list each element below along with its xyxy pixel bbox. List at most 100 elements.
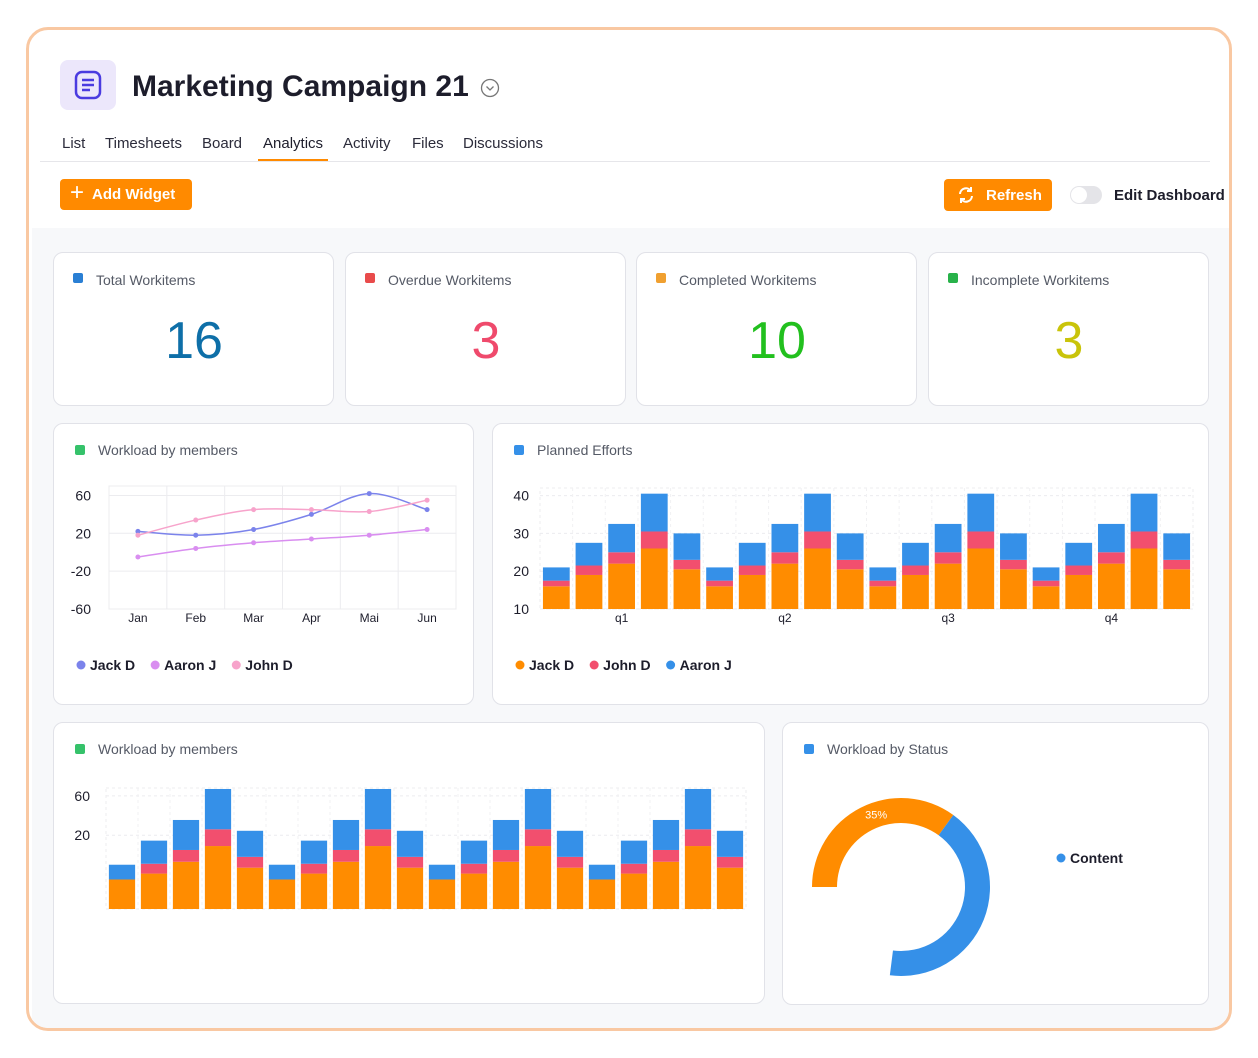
title-dropdown[interactable]: [480, 78, 500, 98]
bar-segment: [140, 863, 168, 874]
bar-segment: [542, 580, 570, 587]
tab[interactable]: Discussions: [463, 135, 544, 152]
bar-segment: [364, 829, 392, 847]
bar-segment: [738, 565, 766, 575]
bar-segment: [172, 849, 200, 862]
bar-segment: [492, 861, 520, 909]
bar-segment: [542, 586, 570, 609]
bar-segment: [460, 863, 488, 874]
legend-label: Content: [1070, 850, 1123, 866]
bar-segment: [1065, 565, 1093, 575]
bar-segment: [396, 856, 424, 868]
stat-value: 10: [748, 312, 806, 370]
tab[interactable]: Timesheets: [105, 135, 182, 152]
y-tick-label: 40: [513, 488, 529, 504]
add-widget-button[interactable]: + Add Widget: [60, 179, 192, 210]
stat-value: 16: [165, 312, 223, 370]
bar-segment: [1097, 563, 1125, 609]
legend-label: John D: [603, 657, 650, 673]
x-tick-label: Mai: [360, 611, 379, 625]
stat-label: Completed Workitems: [679, 272, 817, 288]
bar-segment: [236, 867, 264, 909]
stat-label: Total Workitems: [96, 272, 196, 288]
bar-segment: [620, 840, 648, 864]
bar-segment: [588, 879, 616, 909]
tab[interactable]: Activity: [343, 135, 391, 152]
bar-segment: [204, 846, 232, 909]
bar-segment: [738, 542, 766, 566]
bar-segment: [300, 873, 328, 909]
line-point: [424, 527, 430, 533]
widget-title: Workload by members: [98, 442, 238, 458]
bar-segment: [608, 523, 636, 553]
widget-title: Workload by members: [98, 741, 238, 757]
x-tick-label: Jun: [417, 611, 436, 625]
stat-label: Incomplete Workitems: [971, 272, 1110, 288]
bar-segment: [140, 840, 168, 864]
x-tick-label: Mar: [243, 611, 264, 625]
bar-segment: [332, 849, 360, 862]
y-tick-label: -60: [71, 601, 91, 617]
bar-segment: [620, 873, 648, 909]
line-point: [308, 507, 314, 513]
bar-segment: [1032, 580, 1060, 587]
bar-segment: [652, 819, 680, 850]
active-tab-underline: [258, 159, 328, 161]
line-point: [308, 536, 314, 542]
bar-segment: [1065, 542, 1093, 566]
stat-icon: [656, 273, 666, 283]
bar-segment: [716, 856, 744, 868]
bar-segment: [172, 819, 200, 850]
line-point: [193, 545, 199, 551]
line-card: Workload by members -60 -20 20 60 Jan Feb Mar Ap…: [53, 423, 474, 705]
x-tick-label: Apr: [302, 611, 321, 625]
bar-segment: [902, 565, 929, 575]
tab[interactable]: Board: [202, 135, 243, 152]
legend-marker: [1056, 853, 1066, 863]
widget-title: Workload by Status: [827, 741, 948, 757]
line-point: [366, 491, 372, 497]
line-point: [251, 507, 257, 513]
bar-segment: [1130, 493, 1158, 532]
tab[interactable]: List: [62, 135, 86, 152]
bar-segment: [300, 863, 328, 874]
bar-segment: [869, 580, 897, 587]
bar-segment: [575, 565, 603, 575]
bar-segment: [967, 493, 995, 532]
refresh-button[interactable]: Refresh: [944, 179, 1052, 211]
bar-segment: [640, 493, 668, 532]
bar-segment: [804, 493, 831, 532]
bar-segment: [706, 586, 733, 609]
bar-segment: [556, 867, 584, 909]
bar-segment: [1163, 533, 1191, 560]
stat-icon: [948, 273, 958, 283]
bar-segment: [588, 864, 616, 880]
frame: Marketing Campaign 21 + Add Widget Refres…: [26, 27, 1232, 1031]
bar-segment: [738, 574, 766, 609]
tab[interactable]: Files: [412, 135, 444, 152]
bar-segment: [268, 879, 296, 909]
data-label: 35%: [865, 810, 887, 822]
bar-segment: [172, 861, 200, 909]
bar-card: Workload by members 20 60: [53, 722, 765, 1004]
bar-segment: [967, 531, 995, 549]
legend-label: Aaron J: [680, 657, 732, 673]
bar-segment: [771, 552, 799, 564]
stat-card: Overdue Workitems 3: [345, 252, 626, 406]
chart: Workload by members -60 -20 20 60 Jan Feb Mar Ap…: [71, 442, 457, 673]
bar-segment: [673, 533, 701, 560]
bar-segment: [396, 830, 424, 857]
y-tick-label: 20: [513, 563, 529, 579]
bar-segment: [140, 873, 168, 909]
bar-segment: [706, 580, 733, 587]
bar-segment: [542, 567, 570, 581]
stat-card: Completed Workitems 10: [636, 252, 917, 406]
bar-segment: [1032, 567, 1060, 581]
bar-segment: [364, 788, 392, 830]
edit-dashboard-label: Edit Dashboard: [1114, 187, 1225, 204]
x-tick-label: Jan: [128, 611, 147, 625]
edit-toggle[interactable]: [1070, 186, 1102, 204]
bar-segment: [492, 819, 520, 850]
tab[interactable]: Analytics: [263, 135, 324, 152]
